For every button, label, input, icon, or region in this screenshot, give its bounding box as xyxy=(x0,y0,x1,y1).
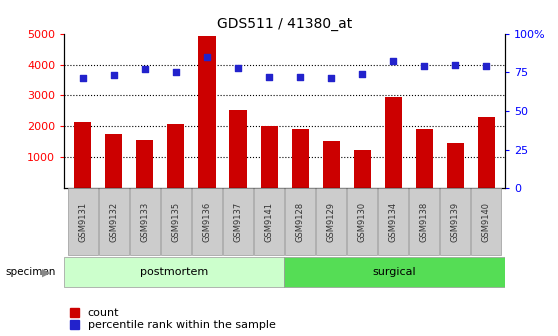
Text: specimen: specimen xyxy=(6,267,56,277)
Text: GSM9130: GSM9130 xyxy=(358,202,367,242)
FancyBboxPatch shape xyxy=(161,188,191,255)
FancyBboxPatch shape xyxy=(99,188,129,255)
FancyBboxPatch shape xyxy=(378,188,408,255)
Point xyxy=(451,62,460,67)
Text: GSM9137: GSM9137 xyxy=(233,202,243,242)
Point xyxy=(234,65,243,70)
Point xyxy=(264,74,273,80)
Bar xyxy=(167,124,185,188)
FancyBboxPatch shape xyxy=(285,188,315,255)
Point xyxy=(141,67,150,72)
Point xyxy=(203,54,211,59)
Text: GSM9134: GSM9134 xyxy=(389,202,398,242)
Text: GSM9141: GSM9141 xyxy=(264,202,273,242)
Bar xyxy=(478,117,495,188)
FancyBboxPatch shape xyxy=(64,257,284,287)
FancyBboxPatch shape xyxy=(68,188,98,255)
Text: postmortem: postmortem xyxy=(140,267,208,277)
Point xyxy=(171,70,180,75)
FancyBboxPatch shape xyxy=(472,188,501,255)
Bar xyxy=(323,141,340,188)
FancyBboxPatch shape xyxy=(254,188,284,255)
Point xyxy=(296,74,305,80)
FancyBboxPatch shape xyxy=(130,188,160,255)
FancyBboxPatch shape xyxy=(410,188,439,255)
Point xyxy=(420,64,429,69)
FancyBboxPatch shape xyxy=(284,257,505,287)
FancyBboxPatch shape xyxy=(223,188,253,255)
Bar xyxy=(447,143,464,188)
Text: GSM9131: GSM9131 xyxy=(78,202,87,242)
FancyBboxPatch shape xyxy=(316,188,346,255)
FancyBboxPatch shape xyxy=(440,188,470,255)
Bar xyxy=(199,36,215,188)
Bar xyxy=(105,134,122,188)
Text: GSM9129: GSM9129 xyxy=(326,202,336,242)
Bar xyxy=(74,122,92,188)
Legend: count, percentile rank within the sample: count, percentile rank within the sample xyxy=(70,308,276,330)
Text: GSM9135: GSM9135 xyxy=(171,202,180,242)
Point xyxy=(358,71,367,77)
Text: GSM9132: GSM9132 xyxy=(109,202,118,242)
Bar xyxy=(416,129,433,188)
FancyBboxPatch shape xyxy=(192,188,222,255)
Bar xyxy=(229,110,247,188)
Point xyxy=(326,76,335,81)
Point xyxy=(482,64,491,69)
Text: GSM9139: GSM9139 xyxy=(451,202,460,242)
Text: GSM9133: GSM9133 xyxy=(141,202,150,242)
Point xyxy=(78,76,87,81)
Point xyxy=(109,73,118,78)
Title: GDS511 / 41380_at: GDS511 / 41380_at xyxy=(217,17,352,31)
FancyBboxPatch shape xyxy=(347,188,377,255)
Point xyxy=(389,59,398,64)
Bar xyxy=(261,126,277,188)
Bar xyxy=(136,140,153,188)
Bar xyxy=(354,151,371,188)
Text: ▶: ▶ xyxy=(42,267,50,277)
Bar xyxy=(292,129,309,188)
Text: surgical: surgical xyxy=(373,267,416,277)
Text: GSM9138: GSM9138 xyxy=(420,202,429,242)
Text: GSM9128: GSM9128 xyxy=(296,202,305,242)
Text: GSM9140: GSM9140 xyxy=(482,202,491,242)
Bar xyxy=(384,97,402,188)
Text: GSM9136: GSM9136 xyxy=(203,202,211,242)
